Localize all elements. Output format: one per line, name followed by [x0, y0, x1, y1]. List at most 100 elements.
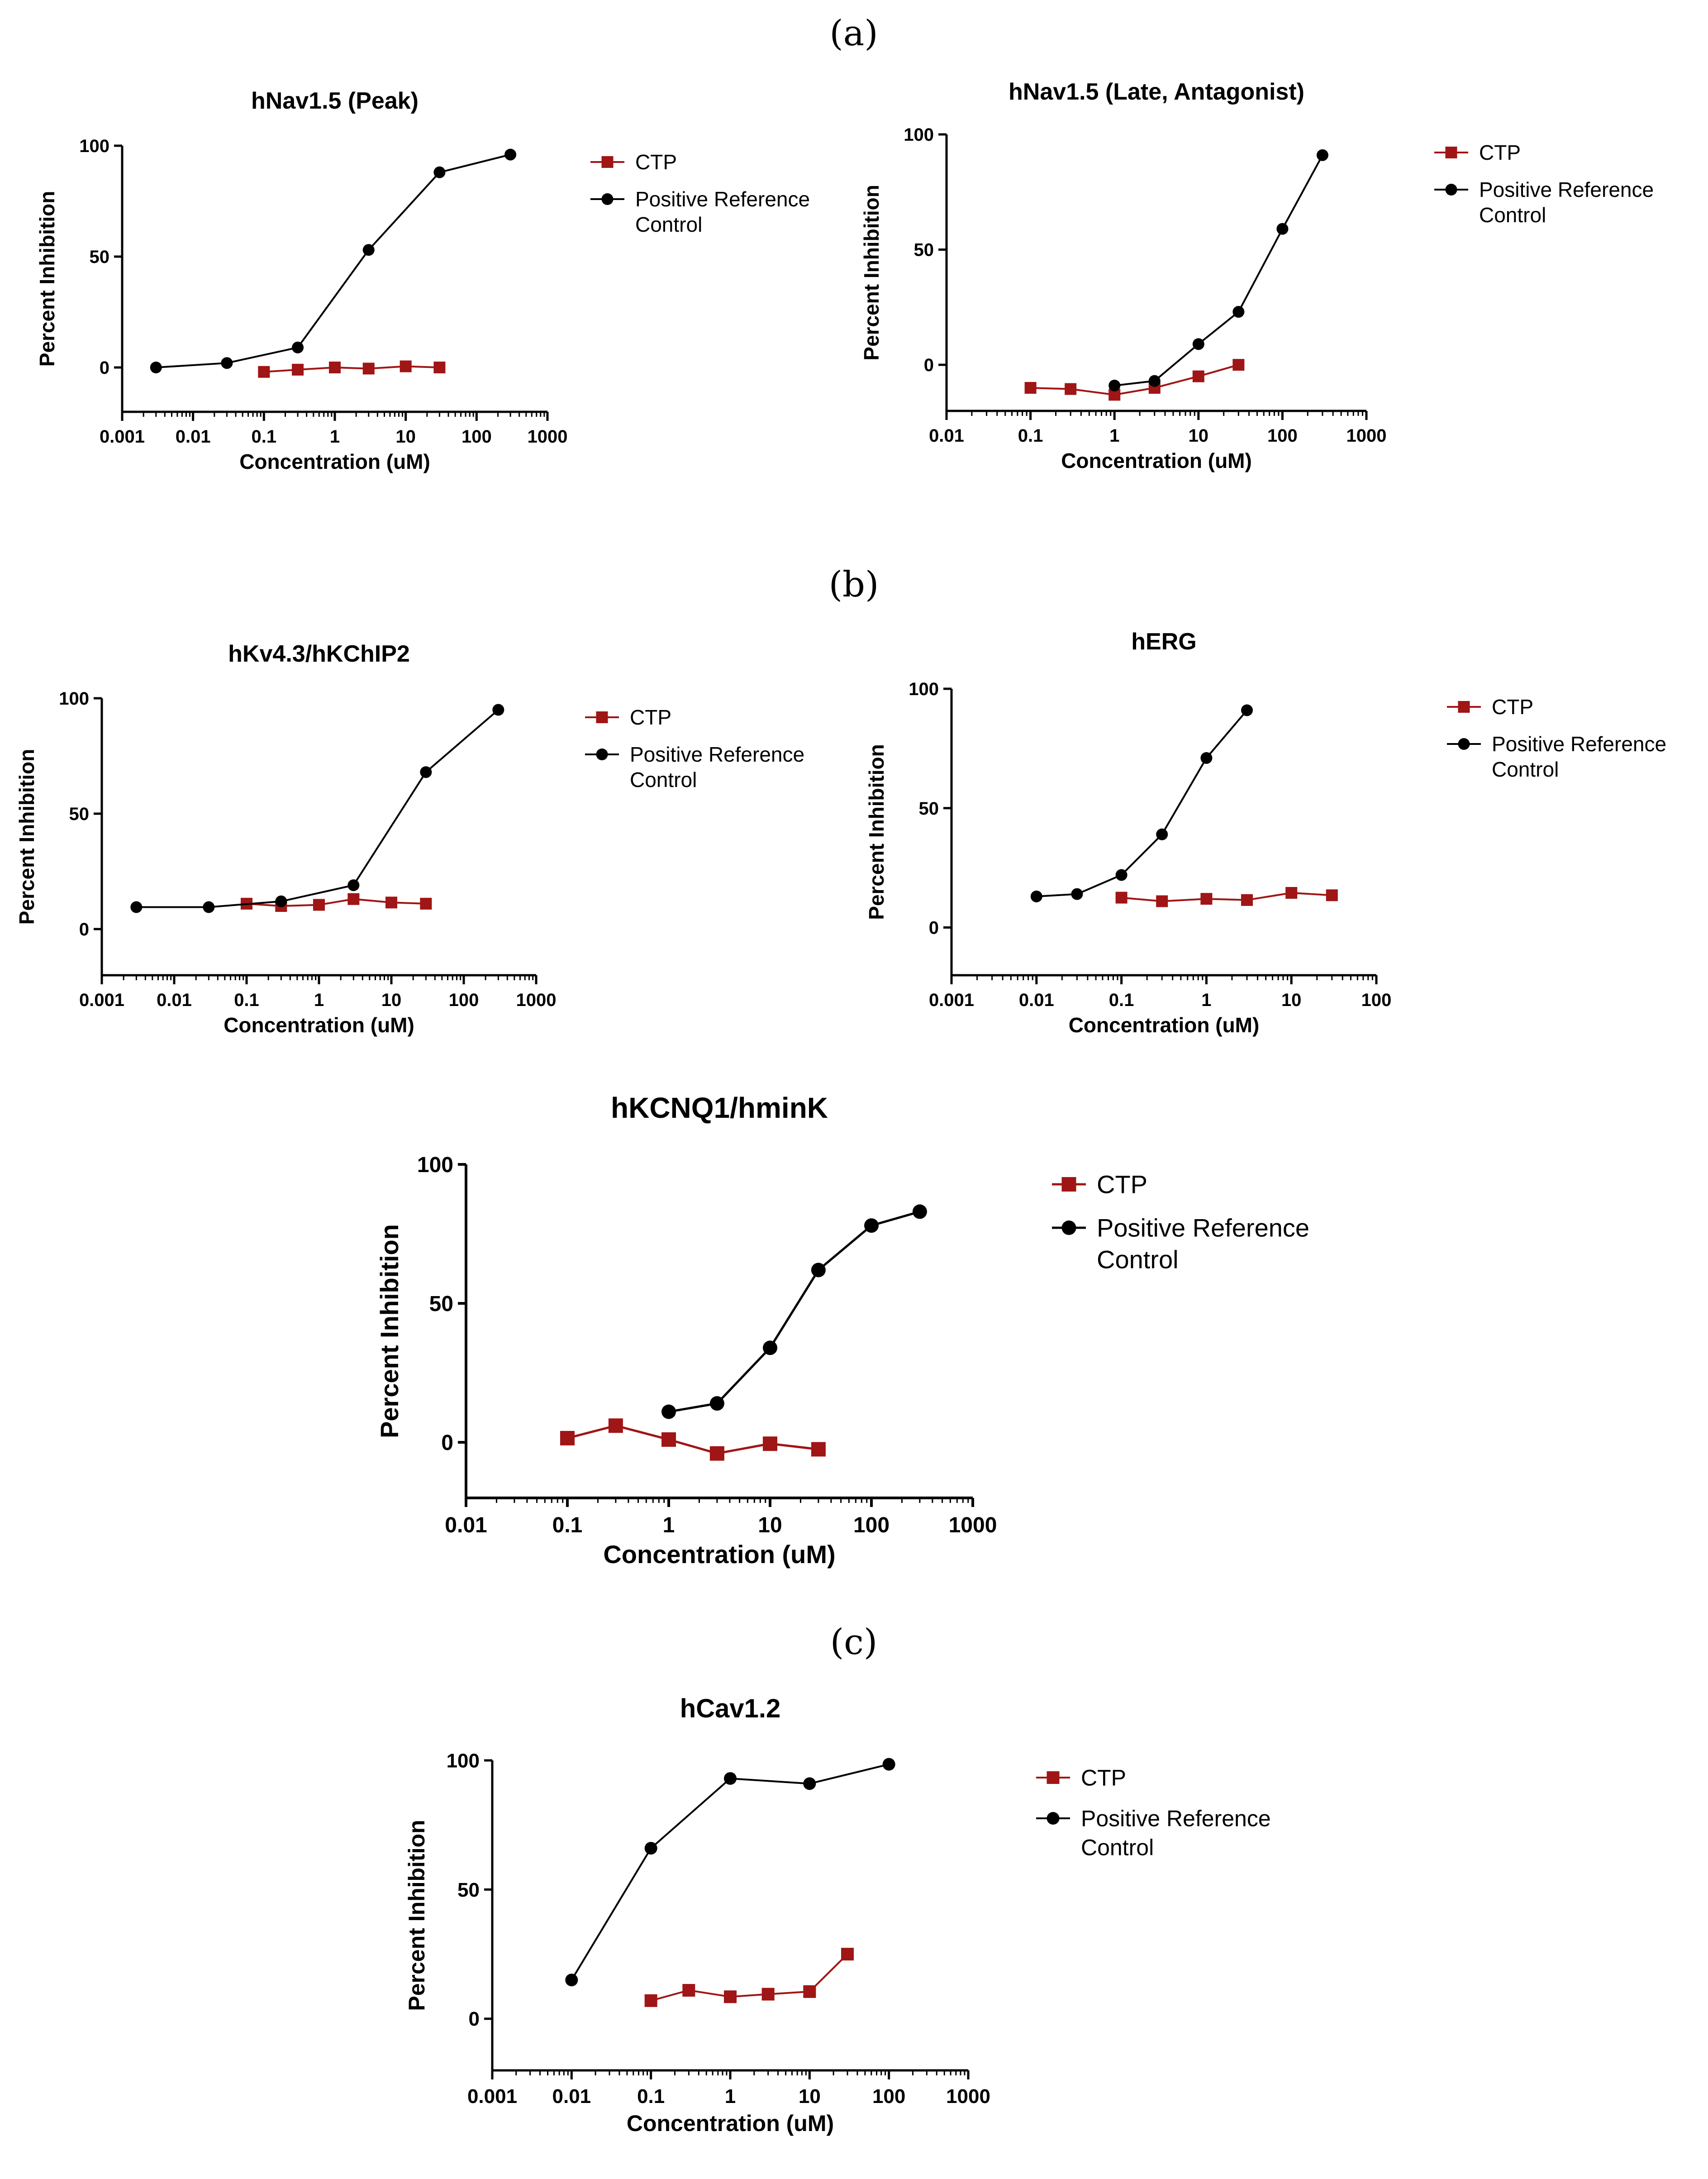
y-axis-label: Percent Inhibition	[404, 1820, 429, 2011]
x-tick-label: 1	[330, 427, 340, 447]
legend-marker-reference	[1047, 1812, 1060, 1825]
x-axis-label: Concentration (uM)	[627, 2111, 834, 2136]
legend-marker-reference	[1445, 184, 1457, 195]
reference-point	[1241, 704, 1253, 716]
ctp-point	[709, 1446, 724, 1461]
chart-title: hCav1.2	[680, 1694, 780, 1723]
ctp-point	[1156, 895, 1168, 907]
chart-title: hKv4.3/hKChIP2	[228, 641, 410, 667]
chart-title: hNav1.5 (Peak)	[251, 88, 419, 114]
reference-point	[1071, 888, 1083, 900]
chart-1: hNav1.5 (Peak) 0 50 100 0.001 0.01 0.1 1 10 100 10…	[35, 88, 810, 473]
reference-point	[150, 362, 162, 373]
x-axis-label: Concentration (uM)	[224, 1013, 414, 1037]
y-tick-label: 50	[429, 1292, 453, 1316]
legend-label: Positive Reference Control	[1081, 1806, 1271, 1860]
chart-title: hNav1.5 (Late, Antagonist)	[1009, 79, 1304, 105]
x-tick-label: 100	[872, 2085, 905, 2107]
panel-label-b: (b)	[829, 564, 879, 605]
reference-point	[1276, 223, 1289, 235]
x-tick-label: 1000	[516, 990, 557, 1010]
ctp-point	[1326, 889, 1338, 901]
legend-label: Positive Reference Control	[635, 187, 810, 236]
ctp-point	[1232, 359, 1245, 371]
chart-4: hERG 0 50 100 0.001 0.01 0.1 1 10 100 Concentratio…	[865, 629, 1666, 1037]
reference-point	[565, 1974, 578, 1987]
chart-title: hKCNQ1/hminK	[611, 1092, 828, 1124]
y-axis-label: Percent Inhibition	[860, 185, 883, 360]
ctp-point	[661, 1432, 676, 1447]
ctp-point	[1200, 893, 1213, 905]
x-tick-label: 10	[1281, 990, 1302, 1010]
y-tick-label: 0	[441, 1431, 453, 1455]
reference-point	[362, 244, 375, 256]
reference-point	[882, 1758, 895, 1771]
chart-3: hKv4.3/hKChIP2 0 50 100 0.001 0.01 0.1 1 10 100 10…	[15, 641, 804, 1037]
x-tick-label: 100	[461, 427, 492, 447]
reference-point	[221, 357, 233, 369]
x-tick-label: 0.01	[445, 1513, 487, 1537]
reference-point	[811, 1263, 826, 1278]
x-tick-label: 1000	[949, 1513, 997, 1537]
legend-marker-ctp	[601, 156, 614, 168]
x-tick-label: 1	[663, 1513, 675, 1537]
legend-marker-ctp	[596, 711, 608, 723]
y-tick-label: 100	[79, 136, 109, 156]
x-tick-label: 10	[799, 2085, 821, 2107]
y-axis-label: Percent Inhibition	[35, 191, 59, 367]
y-axis-label: Percent Inhibition	[865, 744, 888, 920]
x-tick-label: 0.1	[252, 427, 277, 447]
ctp-point	[1115, 892, 1128, 904]
ctp-point	[1065, 383, 1077, 395]
reference-point	[803, 1777, 816, 1790]
y-tick-label: 50	[90, 247, 110, 267]
x-tick-label: 100	[1361, 990, 1392, 1010]
reference-point	[1148, 375, 1161, 387]
legend-marker-ctp	[1445, 147, 1457, 158]
x-tick-label: 0.01	[157, 990, 192, 1010]
ctp-point	[400, 360, 412, 372]
y-tick-label: 100	[59, 689, 89, 709]
x-tick-label: 0.1	[234, 990, 259, 1010]
reference-point	[912, 1204, 927, 1219]
reference-point	[275, 895, 287, 907]
panel-label-a: (a)	[829, 13, 878, 54]
legend-label: Positive Reference Control	[1479, 178, 1654, 227]
chart-6: hCav1.2 0 50 100 0.001 0.01 0.1 1 10 100 1000 Conce…	[404, 1694, 1271, 2136]
reference-point	[347, 879, 360, 892]
x-tick-label: 0.01	[176, 427, 211, 447]
panel-label-c: (c)	[830, 1622, 878, 1663]
reference-point	[203, 901, 215, 913]
y-tick-label: 100	[904, 125, 934, 145]
y-tick-label: 50	[69, 804, 90, 824]
reference-point	[709, 1396, 724, 1411]
y-tick-label: 100	[909, 679, 939, 699]
reference-point	[292, 341, 304, 353]
ctp-point	[385, 896, 397, 909]
ctp-point	[763, 1436, 777, 1451]
reference-point	[1030, 890, 1042, 902]
ctp-point	[362, 362, 375, 375]
y-tick-label: 0	[924, 355, 934, 375]
reference-point	[644, 1842, 657, 1855]
reference-point	[433, 166, 446, 178]
x-axis-label: Concentration (uM)	[1069, 1013, 1260, 1037]
x-tick-label: 10	[381, 990, 402, 1010]
legend-marker-ctp	[1458, 701, 1470, 713]
ctp-point	[560, 1430, 575, 1445]
reference-point	[420, 766, 432, 778]
y-tick-label: 50	[919, 799, 939, 819]
x-tick-label: 0.01	[929, 426, 964, 446]
y-tick-label: 50	[457, 1879, 480, 1901]
x-axis-label: Concentration (uM)	[239, 450, 430, 473]
series-line-reference	[1036, 710, 1248, 897]
ctp-point	[811, 1442, 826, 1457]
legend-label: CTP	[630, 706, 671, 729]
ctp-point	[644, 1994, 657, 2007]
reference-point	[1200, 752, 1213, 764]
ctp-point	[292, 363, 304, 376]
x-tick-label: 10	[395, 427, 416, 447]
ctp-point	[433, 362, 446, 373]
